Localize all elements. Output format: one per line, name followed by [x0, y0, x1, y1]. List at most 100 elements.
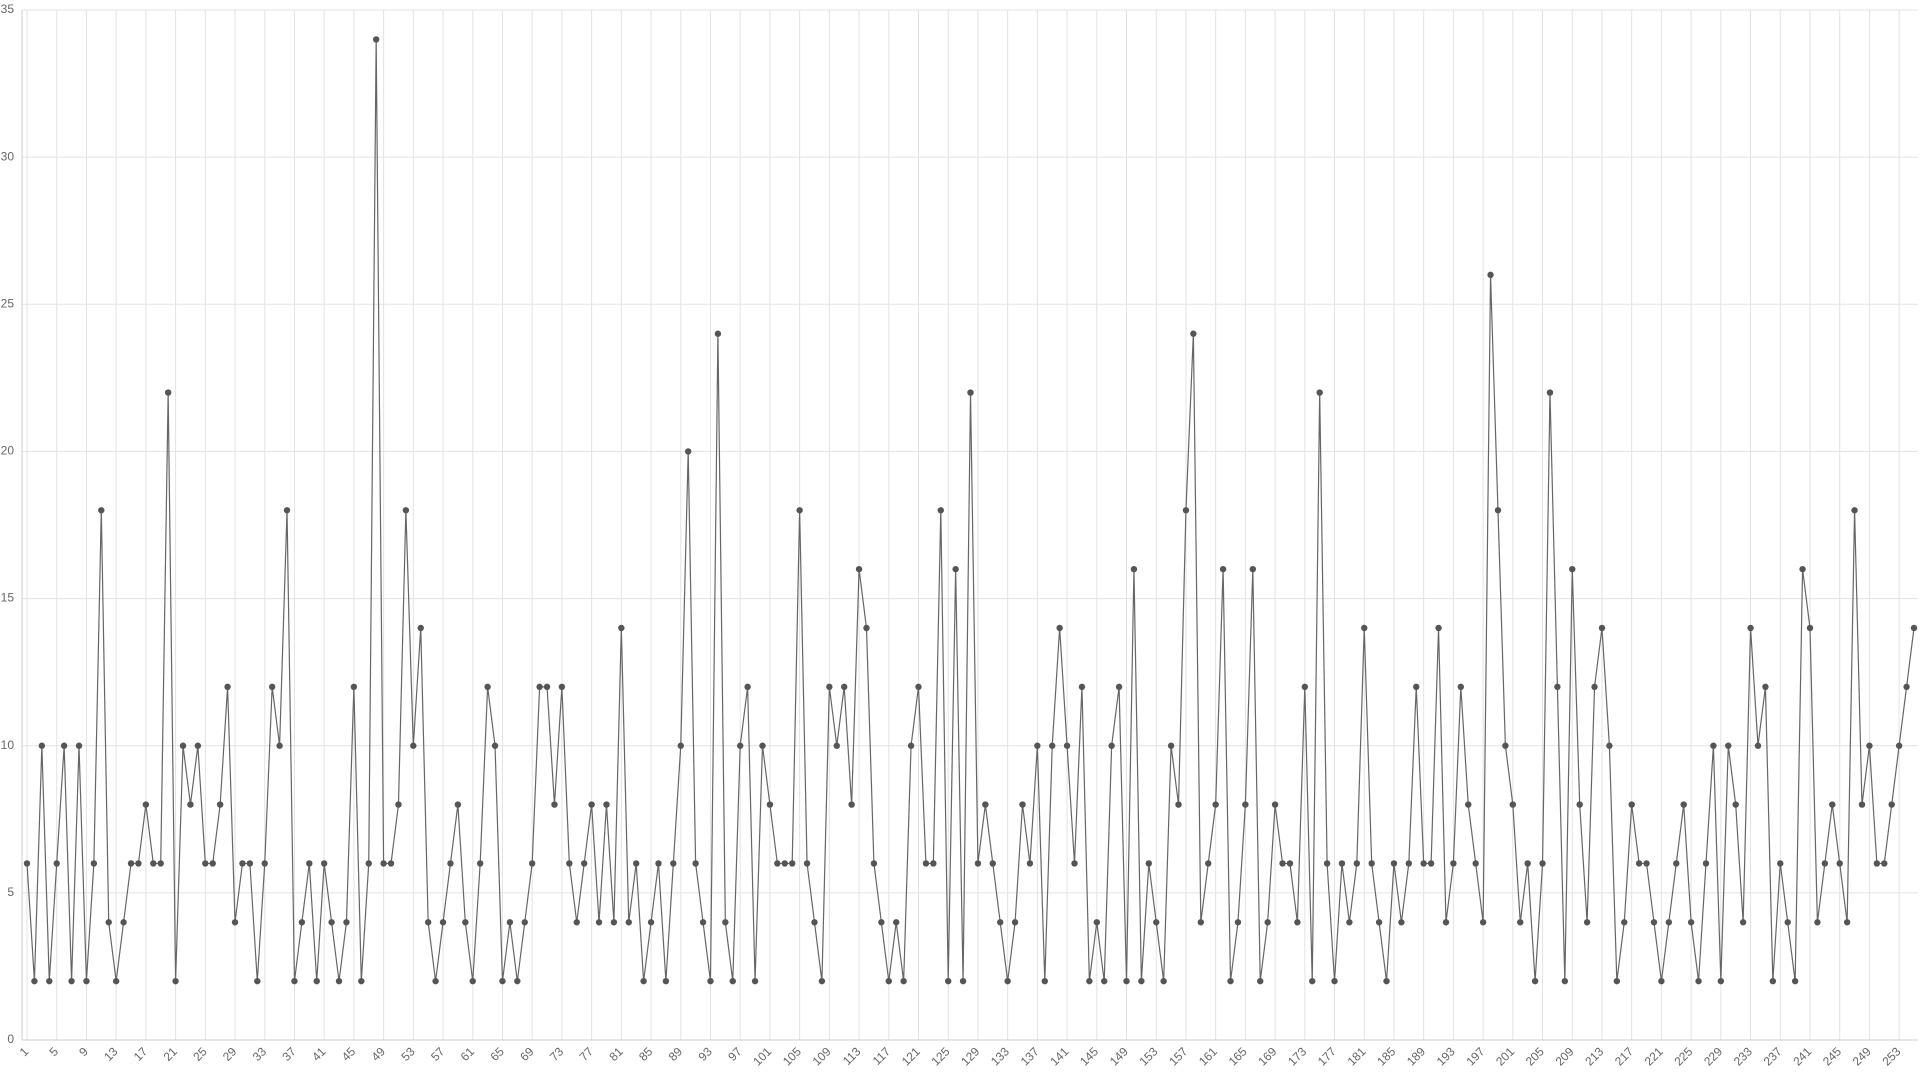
point	[1710, 742, 1717, 749]
point	[447, 860, 454, 867]
point	[1331, 977, 1338, 985]
x-tick-label: 249	[1850, 1044, 1874, 1068]
point	[98, 507, 105, 514]
point	[1851, 507, 1858, 514]
x-tick-label: 221	[1642, 1044, 1666, 1068]
x-tick-label: 109	[810, 1044, 834, 1068]
x-tick-label: 241	[1790, 1044, 1814, 1068]
point	[350, 683, 358, 691]
x-tick-label: 213	[1582, 1044, 1606, 1068]
point	[1814, 919, 1821, 926]
point	[335, 977, 343, 985]
point	[1717, 977, 1725, 985]
point	[1628, 801, 1635, 808]
point	[551, 801, 558, 808]
point	[365, 860, 372, 867]
point	[1658, 977, 1665, 985]
x-tick-label: 181	[1345, 1044, 1369, 1068]
point	[833, 742, 840, 749]
point	[1405, 860, 1413, 867]
point	[239, 860, 246, 867]
point	[878, 919, 885, 926]
x-tick-label: 233	[1731, 1044, 1755, 1068]
x-tick-label: 53	[398, 1044, 418, 1064]
x-tick-label: 193	[1434, 1044, 1458, 1068]
point	[469, 977, 476, 985]
point	[23, 860, 31, 867]
x-tick-label: 133	[988, 1044, 1012, 1068]
point	[722, 919, 729, 926]
point	[1843, 919, 1851, 926]
point	[1368, 860, 1375, 867]
point	[1866, 742, 1873, 749]
point	[1621, 919, 1628, 926]
x-tick-label: 165	[1226, 1044, 1250, 1068]
point	[1353, 860, 1361, 867]
x-tick-label: 185	[1374, 1044, 1398, 1068]
x-tick-label: 173	[1285, 1044, 1309, 1068]
point	[1361, 624, 1368, 632]
point	[1294, 919, 1301, 926]
point	[1160, 977, 1167, 985]
point	[1754, 742, 1762, 749]
point	[1687, 919, 1695, 926]
point	[1219, 565, 1227, 573]
point	[1019, 801, 1026, 808]
point	[1056, 624, 1063, 632]
point	[1197, 919, 1205, 926]
point	[313, 977, 320, 985]
point	[1257, 977, 1264, 985]
point	[1561, 977, 1569, 985]
point	[580, 860, 588, 867]
point	[766, 801, 774, 808]
point	[893, 919, 900, 926]
point	[945, 977, 952, 985]
point	[1539, 860, 1546, 867]
point	[231, 919, 239, 926]
point	[1309, 977, 1316, 985]
point	[967, 389, 974, 396]
point	[699, 919, 707, 926]
point	[53, 860, 60, 867]
point	[1450, 860, 1457, 867]
point	[83, 977, 90, 985]
point	[1457, 683, 1465, 691]
point	[1680, 801, 1687, 808]
x-tick-label: 17	[131, 1044, 151, 1064]
point	[1049, 742, 1056, 749]
point	[632, 860, 640, 867]
point	[491, 742, 499, 749]
point	[75, 742, 83, 749]
point	[194, 742, 202, 749]
point	[1435, 624, 1442, 632]
point	[1175, 801, 1182, 808]
point	[60, 742, 68, 749]
point	[1487, 271, 1494, 279]
point	[744, 683, 751, 691]
point	[105, 919, 112, 926]
point	[997, 919, 1004, 926]
point	[1665, 919, 1673, 926]
point	[647, 919, 655, 926]
x-tick-label: 245	[1820, 1044, 1844, 1068]
x-tick-label: 205	[1523, 1044, 1547, 1068]
point	[1591, 683, 1598, 691]
point	[1301, 683, 1309, 691]
x-tick-label: 37	[279, 1044, 299, 1064]
x-tick-label: 117	[870, 1044, 894, 1068]
point	[38, 742, 46, 749]
point	[1910, 624, 1918, 632]
point	[254, 977, 261, 985]
x-tick-label: 89	[666, 1044, 686, 1064]
point	[1613, 977, 1621, 985]
point	[31, 977, 38, 985]
point	[751, 977, 759, 985]
point	[298, 919, 306, 926]
point	[1836, 860, 1843, 867]
x-tick-label: 97	[725, 1044, 745, 1064]
y-tick-label: 35	[1, 2, 15, 16]
point	[1383, 977, 1390, 985]
point	[462, 919, 469, 926]
point	[1011, 919, 1019, 926]
point	[818, 977, 826, 985]
